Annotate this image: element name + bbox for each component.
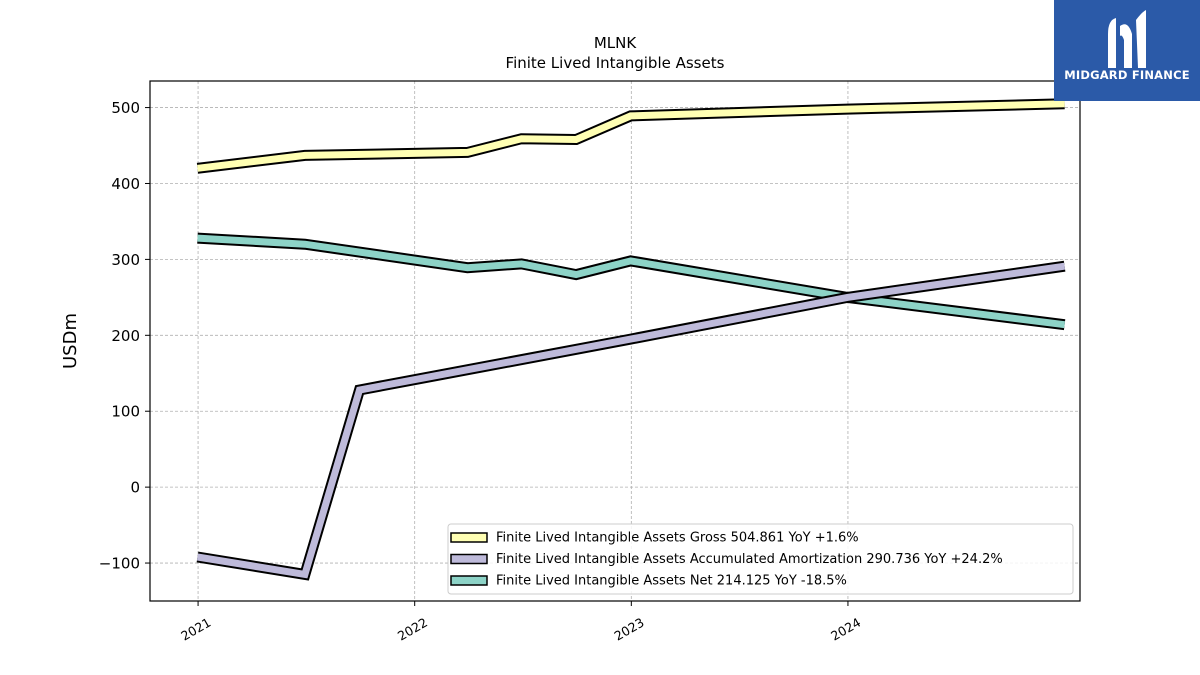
legend-label: Finite Lived Intangible Assets Gross 504… — [496, 531, 859, 546]
x-tick-label: 2021 — [178, 615, 213, 644]
brand-logo: MIDGARD FINANCE — [1054, 0, 1200, 101]
y-tick-label: 0 — [130, 479, 140, 497]
legend-swatch — [450, 532, 488, 543]
chart-subtitle: Finite Lived Intangible Assets — [506, 54, 725, 72]
series-line-finite-lived-intangible-assets-net — [197, 234, 1066, 329]
y-tick-label: 300 — [111, 251, 140, 269]
y-tick-label: 200 — [111, 327, 140, 345]
legend-swatch — [450, 553, 488, 565]
chart-title: MLNK — [594, 34, 638, 52]
y-axis-label: USDm — [60, 313, 81, 369]
legend-label: Finite Lived Intangible Assets Accumulat… — [496, 552, 1003, 567]
legend-swatch — [450, 575, 488, 586]
logo-text: MIDGARD FINANCE — [1064, 68, 1190, 82]
plot-frame — [149, 80, 1081, 602]
x-tick-label: 2022 — [395, 615, 430, 644]
x-tick-label: 2023 — [612, 615, 647, 644]
legend-box — [447, 523, 1074, 595]
y-axis: −100 0 100 200 300 400 500 — [99, 99, 150, 573]
y-tick-label: −100 — [99, 555, 140, 573]
legend: Finite Lived Intangible Assets Gross 504… — [447, 523, 1074, 595]
legend-label: Finite Lived Intangible Assets Net 214.1… — [496, 574, 847, 589]
series-line-finite-lived-intangible-assets-gross — [197, 100, 1065, 172]
series-line-finite-lived-intangible-assets-accumulated-amortization — [196, 262, 1066, 579]
series-layer — [196, 98, 1066, 581]
y-tick-label: 100 — [111, 403, 140, 421]
y-tick-label: 400 — [111, 175, 140, 193]
logo-mark-icon — [1108, 10, 1146, 68]
x-tick-label: 2024 — [828, 615, 863, 644]
y-tick-label: 500 — [111, 99, 140, 117]
x-axis: 2021 2022 2023 2024 — [178, 601, 863, 644]
